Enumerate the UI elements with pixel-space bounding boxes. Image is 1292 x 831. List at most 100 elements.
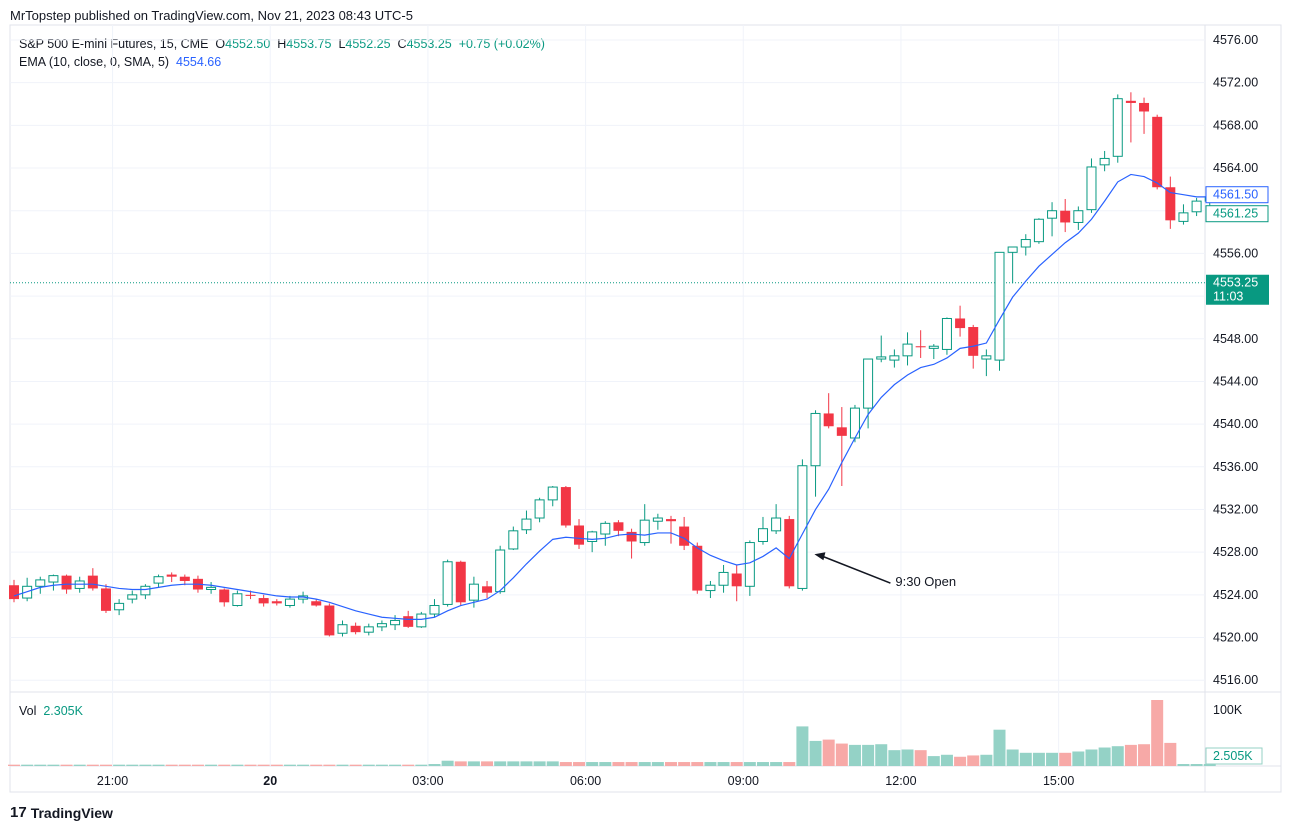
open-label: O <box>215 37 226 51</box>
price-tick-label: 4540.00 <box>1213 417 1258 431</box>
volume-bar <box>336 764 349 766</box>
candle-body-up <box>941 317 952 350</box>
candle-body-up <box>206 586 217 591</box>
low-label: L <box>338 37 346 51</box>
volume-bar <box>362 764 375 766</box>
tradingview-footer[interactable]: 17 TradingView <box>10 804 113 821</box>
volume-bar <box>191 764 204 766</box>
candle-body-down <box>9 585 19 600</box>
volume-bar <box>822 739 835 766</box>
candle-body-up <box>810 412 821 467</box>
price-tick-label: 4516.00 <box>1213 673 1258 687</box>
candle-body-up <box>652 517 663 522</box>
tradingview-logo-icon: 17 <box>10 804 27 821</box>
volume-badge: 2.505K <box>1213 749 1253 763</box>
candle-body-down <box>245 594 256 596</box>
volume-bar <box>244 764 257 766</box>
volume-bar <box>402 764 415 766</box>
candle-body-down <box>87 575 98 589</box>
volume-bar <box>533 761 546 766</box>
candle-body-up <box>468 583 479 601</box>
volume-bar <box>1177 764 1190 766</box>
volume-bar <box>481 761 494 766</box>
volume-bar <box>625 762 638 766</box>
volume-bar <box>1046 752 1059 766</box>
price-tick-label: 4520.00 <box>1213 631 1258 645</box>
volume-bar <box>783 762 796 766</box>
candle-body-up <box>876 356 887 360</box>
volume-bar <box>428 764 441 766</box>
current-price-badge-box <box>1206 274 1269 305</box>
candle-body-down <box>1165 187 1176 221</box>
volume-bar <box>507 761 520 766</box>
volume-bar <box>546 761 559 766</box>
time-tick-label: 03:00 <box>412 774 443 788</box>
candle-body-up <box>1033 218 1044 243</box>
candle-body-down <box>61 575 72 590</box>
volume-bar <box>1138 744 1151 766</box>
candle-body-up <box>376 623 387 628</box>
candle-body-down <box>219 589 230 603</box>
volume-bar <box>60 764 73 766</box>
candle-body-up <box>1086 166 1097 211</box>
candle-body-down <box>1060 210 1071 223</box>
candle-body-up <box>534 499 545 519</box>
candle-body-up <box>587 531 598 542</box>
volume-bar <box>717 762 730 766</box>
chart-frame <box>9 24 1282 793</box>
price-tick-label: 4544.00 <box>1213 374 1258 388</box>
high-label: H <box>277 37 287 51</box>
volume-bar <box>349 764 362 766</box>
candle-body-down <box>1152 116 1163 188</box>
time-tick-label: 12:00 <box>885 774 916 788</box>
volume-bar <box>310 764 323 766</box>
candle-body-up <box>429 605 440 615</box>
candle-body-up <box>757 528 768 542</box>
candle-body-up <box>600 522 611 535</box>
candle-body-up <box>48 575 59 583</box>
current-price-badge: 4553.25 <box>1213 276 1258 290</box>
volume-bar <box>967 755 980 766</box>
candle-body-up <box>114 602 125 611</box>
candle-body-down <box>560 487 571 526</box>
price-tick-label: 4548.00 <box>1213 332 1258 346</box>
volume-bar <box>257 764 270 766</box>
candle-body-up <box>1099 157 1110 166</box>
candle-body-up <box>1073 210 1084 223</box>
price-tick-label: 4528.00 <box>1213 545 1258 559</box>
ema-legend: EMA (10, close, 0, SMA, 5) 4554.66 <box>19 55 221 69</box>
volume-bar <box>809 740 822 766</box>
volume-bar <box>389 764 402 766</box>
volume-bar <box>1190 764 1203 766</box>
ema-value: 4554.66 <box>176 55 222 69</box>
price-tick-label: 4564.00 <box>1213 161 1258 175</box>
annotation-arrow <box>822 555 891 584</box>
candle-body-up <box>705 584 716 592</box>
annotation-label: 9:30 Open <box>895 574 956 589</box>
volume-bar <box>1124 744 1137 766</box>
volume-bar <box>1072 751 1085 766</box>
ema-label[interactable]: EMA (10, close, 0, SMA, 5) <box>19 55 170 69</box>
candle-body-up <box>495 549 506 593</box>
last-price-badge: 4561.25 <box>1213 207 1258 221</box>
candle-body-up <box>863 358 874 409</box>
candle-body-up <box>981 355 992 360</box>
volume-bar <box>139 764 152 766</box>
volume-bar <box>467 761 480 766</box>
candle-body-down <box>482 586 493 593</box>
volume-bar <box>99 764 112 766</box>
volume-bar <box>126 764 139 766</box>
volume-bar <box>586 762 599 766</box>
volume-value: 2.305K <box>43 704 83 718</box>
volume-bar <box>178 764 191 766</box>
volume-bar <box>862 744 875 766</box>
candle-body-up <box>153 576 164 584</box>
publisher-header: MrTopstep published on TradingView.com, … <box>10 8 413 23</box>
volume-bar <box>678 762 691 766</box>
volume-bar <box>980 754 993 766</box>
volume-bar <box>152 764 165 766</box>
volume-bar <box>8 764 20 766</box>
volume-bar <box>283 764 296 766</box>
candle-body-up <box>797 465 808 589</box>
